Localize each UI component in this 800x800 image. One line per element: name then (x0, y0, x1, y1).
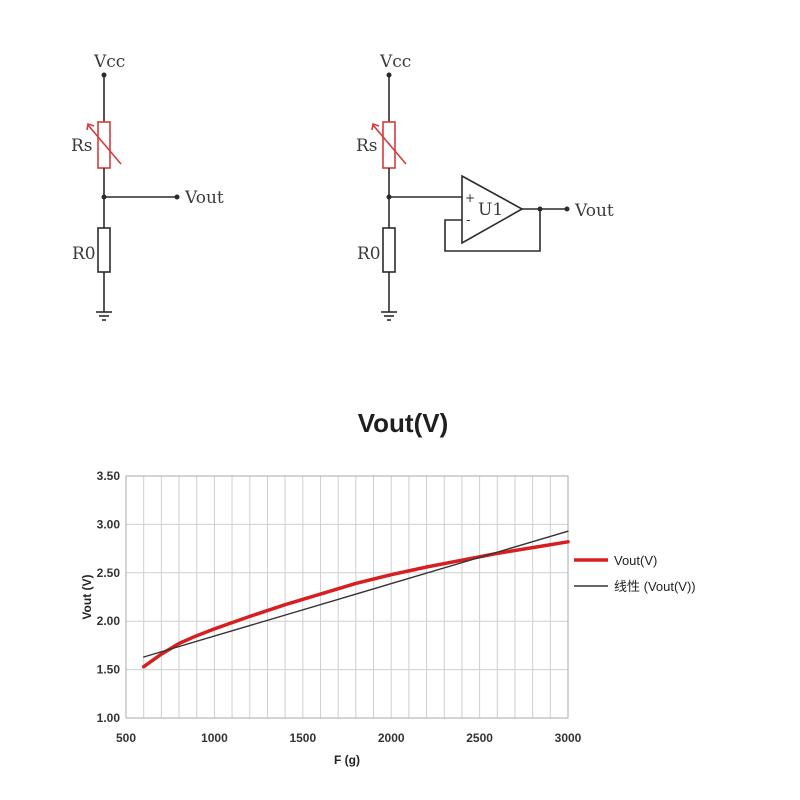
x-tick-label: 2500 (466, 731, 493, 745)
x-axis-title: F (g) (334, 753, 360, 767)
right-ground-icon (381, 311, 397, 321)
plot-area-border (125, 475, 569, 719)
y-tick-label: 2.00 (97, 614, 121, 628)
x-tick-label: 1000 (201, 731, 228, 745)
legend-entry-label: Vout(V) (614, 553, 657, 568)
x-tick-label: 2000 (378, 731, 405, 745)
chart-title: Vout(V) (358, 408, 449, 438)
chart-series (141, 530, 570, 669)
vout-chart: Vout(V) 500 1000 1500 2000 2500 3000 1.00 1.50 2… (80, 408, 696, 767)
right-r0-label: R0 (357, 244, 381, 264)
y-tick-label: 1.50 (97, 663, 121, 677)
right-vout-node (564, 206, 570, 212)
right-r0-resistor (382, 227, 396, 273)
chart-legend: Vout(V) 线性 (Vout(V)) (574, 553, 696, 594)
x-tick-label: 1500 (289, 731, 316, 745)
right-rs-variable-arrow (372, 124, 407, 165)
left-vcc-label: Vcc (93, 52, 125, 72)
left-ground-icon (96, 311, 112, 321)
y-tick-label: 2.50 (97, 566, 121, 580)
legend-entry-label: 线性 (Vout(V)) (614, 579, 696, 594)
opamp-plus-label: + (465, 191, 475, 205)
opamp-minus-label: - (466, 213, 470, 228)
y-tick-label: 3.50 (97, 469, 121, 483)
left-rs-variable-arrow (87, 124, 122, 165)
right-rs-label: Rs (356, 136, 378, 156)
left-rs-arrow-head (86, 122, 95, 131)
right-vout-label: Vout (574, 201, 614, 221)
chart-tick-labels: 500 1000 1500 2000 2500 3000 1.00 1.50 2.00 2.50 3… (97, 469, 582, 745)
left-r0-label: R0 (72, 244, 96, 264)
left-r0-resistor (97, 227, 111, 273)
opamp-triangle (461, 174, 524, 245)
x-tick-label: 3000 (555, 731, 582, 745)
left-vout-node (174, 194, 180, 200)
left-rs-label: Rs (71, 136, 93, 156)
y-axis-title: Vout (V) (80, 574, 94, 619)
x-tick-label: 500 (116, 731, 136, 745)
left-vout-label: Vout (184, 188, 224, 208)
series-line-linear-trend (142, 530, 569, 658)
y-tick-label: 1.00 (97, 711, 121, 725)
right-rs-arrow-head (371, 122, 380, 131)
opamp-label: U1 (478, 200, 503, 220)
y-tick-label: 3.00 (97, 517, 121, 531)
left-circuit: Vcc Rs Vout R0 (71, 52, 224, 321)
right-circuit: Vcc Rs R0 U1 + - Vout (356, 52, 614, 321)
right-vcc-label: Vcc (379, 52, 411, 72)
feedback-wire (444, 209, 541, 252)
